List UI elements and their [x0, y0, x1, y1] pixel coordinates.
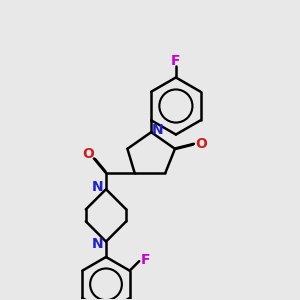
Text: N: N [151, 123, 163, 137]
Text: O: O [195, 137, 207, 151]
Text: N: N [92, 180, 103, 194]
Text: F: F [171, 54, 181, 68]
Text: F: F [140, 253, 150, 267]
Text: N: N [92, 237, 103, 251]
Text: O: O [82, 147, 94, 160]
